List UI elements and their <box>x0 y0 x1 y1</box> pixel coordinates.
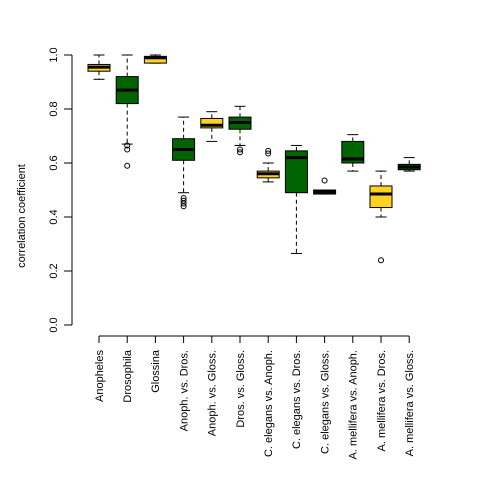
outlier-point <box>322 178 327 183</box>
y-axis-label: correlation coefficient <box>16 164 28 268</box>
y-axis: 0.0 0.2 0.4 0.6 0.8 1.0 <box>48 47 72 332</box>
y-tick-label: 0.0 <box>48 317 60 332</box>
y-tick-label: 0.6 <box>48 155 60 170</box>
y-tick-label: 0.4 <box>48 209 60 224</box>
box-9 <box>314 178 336 194</box>
box-12 <box>398 158 420 172</box>
x-tick-label: Dros. vs. Gloss. <box>235 350 247 428</box>
box-2 <box>116 55 138 168</box>
box-iqr <box>370 186 392 208</box>
box-4 <box>173 117 195 209</box>
outlier-point <box>125 163 130 168</box>
x-tick-label: Drosophila <box>122 349 134 402</box>
x-tick-label: A. mellifera vs. Gloss. <box>404 350 416 456</box>
x-tick-label: Anoph. vs. Dros. <box>178 350 190 431</box>
box-5 <box>201 112 223 142</box>
x-tick-label: C. elegans vs. Dros. <box>291 350 303 449</box>
x-axis: Anopheles Drosophila Glossina Anoph. vs. Dr… <box>94 336 416 459</box>
box-6 <box>229 106 251 154</box>
x-tick-label: C. elegans vs. Gloss. <box>319 350 331 454</box>
x-tick-label: Anoph. vs. Gloss. <box>207 350 219 436</box>
box-1 <box>88 55 110 79</box>
y-tick-label: 1.0 <box>48 47 60 62</box>
x-tick-label: A. mellifera vs. Anoph. <box>348 350 360 459</box>
x-tick-label: Glossina <box>150 349 162 393</box>
x-tick-label: Anopheles <box>94 350 106 402</box>
box-7 <box>257 148 279 182</box>
x-tick-label: C. elegans vs. Anoph. <box>263 350 275 457</box>
outlier-point <box>379 258 384 263</box>
box-8 <box>285 145 307 253</box>
x-tick-label: A. mellifera vs. Dros. <box>376 350 388 451</box>
box-10 <box>342 135 364 171</box>
boxes-group <box>88 55 420 263</box>
y-tick-label: 0.2 <box>48 263 60 278</box>
box-3 <box>144 55 166 63</box>
y-tick-label: 0.8 <box>48 101 60 116</box>
box-11 <box>370 171 392 263</box>
